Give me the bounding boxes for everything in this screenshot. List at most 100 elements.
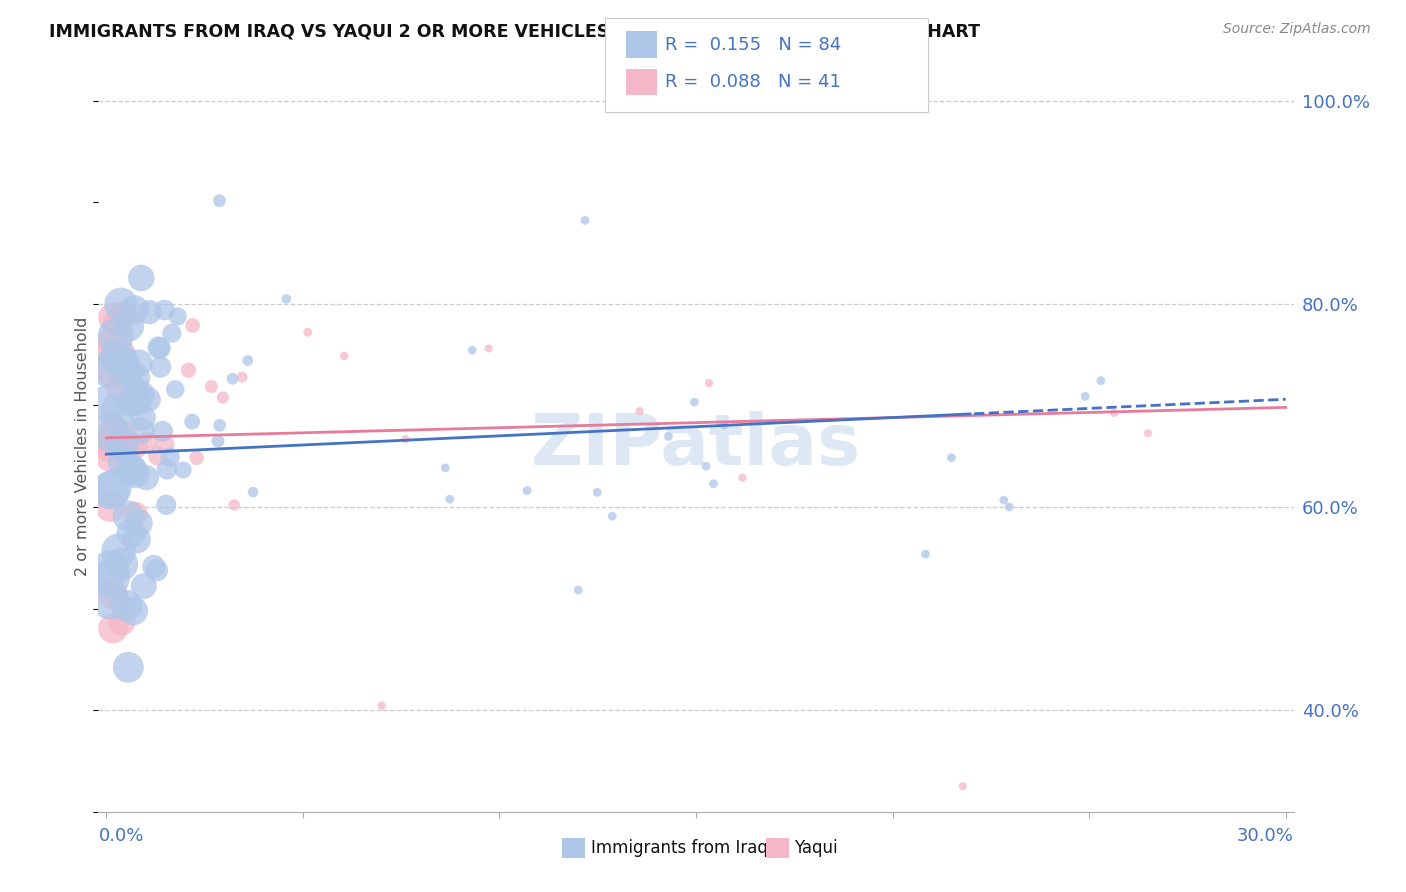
Point <box>103 310 125 325</box>
Point <box>224 498 246 512</box>
Point <box>146 563 169 577</box>
Point <box>574 213 596 227</box>
Point <box>107 543 129 558</box>
Point <box>567 582 589 597</box>
Point <box>98 483 121 498</box>
Point <box>98 441 121 455</box>
Y-axis label: 2 or more Vehicles in Household: 2 or more Vehicles in Household <box>75 317 90 575</box>
Point <box>98 396 121 410</box>
Point <box>98 562 121 576</box>
Point <box>117 365 139 379</box>
Point <box>516 483 538 498</box>
Point <box>101 481 124 495</box>
Point <box>657 429 679 443</box>
Point <box>231 370 253 384</box>
Point <box>110 297 132 311</box>
Point <box>110 557 132 571</box>
Point <box>165 383 187 397</box>
Text: R =  0.088   N = 41: R = 0.088 N = 41 <box>665 73 841 91</box>
Point <box>98 593 121 607</box>
Point <box>155 437 177 451</box>
Point <box>101 335 124 350</box>
Point <box>122 604 145 618</box>
Point <box>135 471 157 485</box>
Point <box>117 508 139 523</box>
Point <box>117 660 139 674</box>
Point <box>394 432 416 446</box>
Point <box>371 698 394 713</box>
Point <box>121 463 143 477</box>
Point <box>98 500 121 514</box>
Point <box>121 395 143 409</box>
Point <box>221 372 243 386</box>
Point <box>1137 426 1160 441</box>
Point <box>98 425 121 440</box>
Point <box>1090 374 1112 388</box>
Point <box>1102 406 1125 420</box>
Point <box>112 427 135 442</box>
Point <box>132 579 155 593</box>
Point <box>101 587 124 601</box>
Text: Immigrants from Iraq: Immigrants from Iraq <box>591 839 768 857</box>
Text: IMMIGRANTS FROM IRAQ VS YAQUI 2 OR MORE VEHICLES IN HOUSEHOLD CORRELATION CHART: IMMIGRANTS FROM IRAQ VS YAQUI 2 OR MORE … <box>49 22 980 40</box>
Point <box>98 450 121 464</box>
Point <box>108 381 131 395</box>
Point <box>125 533 148 547</box>
Point <box>166 310 188 324</box>
Point <box>156 462 179 476</box>
Point <box>138 305 160 319</box>
Point <box>100 571 122 585</box>
Point <box>115 447 138 461</box>
Point <box>695 459 717 474</box>
Point <box>731 471 754 485</box>
Point <box>124 384 146 399</box>
Point <box>236 353 259 368</box>
Point <box>112 307 135 321</box>
Point <box>177 363 200 377</box>
Point <box>111 437 134 451</box>
Point <box>129 424 152 438</box>
Text: R =  0.155   N = 84: R = 0.155 N = 84 <box>665 36 841 54</box>
Point <box>128 516 150 530</box>
Point <box>125 440 148 454</box>
Point <box>242 485 264 500</box>
Point <box>276 292 298 306</box>
Text: ZIPatlas: ZIPatlas <box>531 411 860 481</box>
Point <box>941 450 963 465</box>
Point <box>297 325 319 339</box>
Point <box>112 355 135 369</box>
Text: Source: ZipAtlas.com: Source: ZipAtlas.com <box>1223 22 1371 37</box>
Point <box>101 621 124 635</box>
Point <box>172 463 194 477</box>
Point <box>131 387 153 401</box>
Point <box>683 395 706 409</box>
Point <box>152 425 174 439</box>
Point <box>98 346 121 360</box>
Point <box>200 379 222 393</box>
Point <box>160 326 183 341</box>
Point <box>478 342 501 356</box>
Point <box>132 410 155 425</box>
Point <box>138 392 160 407</box>
Point <box>155 498 177 512</box>
Point <box>105 351 128 365</box>
Point <box>586 485 609 500</box>
Point <box>697 376 720 390</box>
Point <box>461 343 484 358</box>
Point <box>149 359 172 374</box>
Point <box>952 780 974 794</box>
Point <box>914 547 936 561</box>
Point <box>107 404 129 418</box>
Point <box>702 476 724 491</box>
Point <box>434 460 457 475</box>
Point <box>120 525 142 540</box>
Point <box>128 356 150 370</box>
Point <box>628 404 651 418</box>
Point <box>135 435 157 450</box>
Point <box>159 450 181 465</box>
Point <box>181 318 204 333</box>
Point <box>149 341 172 355</box>
Point <box>98 364 121 378</box>
Point <box>148 341 170 355</box>
Point <box>104 329 127 343</box>
